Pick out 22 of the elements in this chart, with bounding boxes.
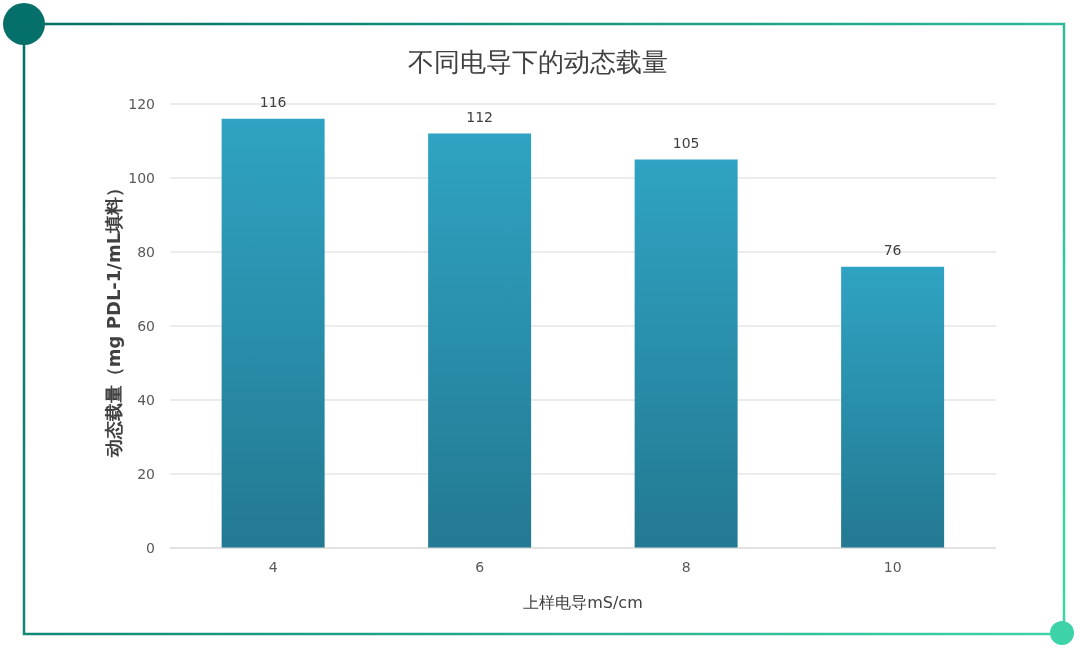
x-tick-label: 6	[475, 558, 485, 575]
x-tick-label: 4	[268, 558, 278, 575]
bar	[634, 159, 738, 548]
y-tick-label: 120	[128, 95, 155, 112]
x-axis-title: 上样电导mS/cm	[523, 593, 643, 612]
y-tick-label: 40	[137, 391, 155, 408]
x-tick-label: 8	[681, 558, 691, 575]
y-tick-label: 60	[137, 317, 155, 334]
y-tick-label: 0	[146, 539, 155, 556]
bar	[221, 118, 325, 548]
data-label: 116	[259, 93, 287, 110]
y-tick-label: 80	[137, 243, 155, 260]
bar	[841, 266, 945, 548]
data-label: 76	[883, 241, 902, 258]
y-axis-title: 动态载量（mg PDL-1/mL填料）	[102, 178, 124, 459]
y-tick-label: 100	[128, 169, 155, 186]
data-label: 112	[466, 108, 493, 125]
data-label: 105	[672, 134, 700, 151]
y-tick-label: 20	[137, 465, 155, 482]
bar	[428, 133, 532, 548]
x-tick-label: 10	[883, 558, 902, 575]
chart-title: 不同电导下的动态载量	[406, 46, 669, 78]
